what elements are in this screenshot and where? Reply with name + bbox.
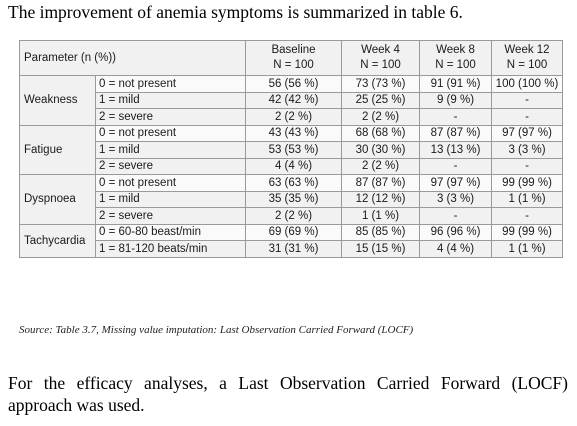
value-cell: 100 (100 %) [491, 75, 563, 93]
value-cell: 1 (1 %) [341, 207, 420, 225]
value-cell: 25 (25 %) [341, 91, 420, 109]
value-cell: - [491, 108, 563, 126]
value-cell: 63 (63 %) [245, 174, 342, 192]
value-cell: 99 (99 %) [491, 223, 563, 241]
table-row: Dyspnoea 0 = not present 63 (63 %) 87 (87 %… [19, 174, 563, 225]
value-cell: 97 (97 %) [419, 174, 492, 192]
group-label: Dyspnoea [19, 174, 96, 225]
value-cell: 9 (9 %) [419, 91, 492, 109]
value-cell: 2 (2 %) [341, 157, 420, 175]
table-row: 1 = mild 53 (53 %) 30 (30 %) 13 (13 %) 3 (3 … [20, 141, 563, 159]
value-cell: 15 (15 %) [341, 240, 420, 258]
level-label: 1 = mild [95, 141, 246, 159]
value-cell: - [491, 91, 563, 109]
value-cell: 56 (56 %) [245, 75, 342, 93]
value-cell: - [419, 157, 492, 175]
value-cell: - [491, 157, 563, 175]
group-label: Tachycardia [19, 223, 96, 258]
table-row: 2 = severe 4 (4 %) 2 (2 %) - - [20, 157, 563, 175]
header-week-12: Week 12 N = 100 [491, 40, 563, 76]
value-cell: 13 (13 %) [419, 141, 492, 159]
value-cell: 2 (2 %) [245, 207, 342, 225]
level-label: 1 = mild [95, 190, 246, 208]
value-cell: 69 (69 %) [245, 223, 342, 241]
table-row: Tachycardia 0 = 60-80 beast/min 69 (69 %) 8… [19, 223, 563, 258]
value-cell: 12 (12 %) [341, 190, 420, 208]
level-label: 2 = severe [95, 157, 246, 175]
value-cell: 2 (2 %) [341, 108, 420, 126]
header-baseline: Baseline N = 100 [245, 40, 342, 76]
header-parameter: Parameter (n (%)) [19, 40, 246, 76]
value-cell: 97 (97 %) [491, 124, 563, 142]
table-row: 1 = mild 42 (42 %) 25 (25 %) 9 (9 %) - [20, 91, 563, 109]
value-cell: 3 (3 %) [491, 141, 563, 159]
table-row: 2 = severe 2 (2 %) 2 (2 %) - - [20, 108, 563, 126]
value-cell: 1 (1 %) [491, 190, 563, 208]
level-label: 0 = not present [95, 174, 246, 192]
level-label: 1 = mild [95, 91, 246, 109]
value-cell: 96 (96 %) [419, 223, 492, 241]
table-row: Weakness 0 = not present 56 (56 %) 73 (73 %… [19, 75, 563, 126]
value-cell: 68 (68 %) [341, 124, 420, 142]
value-cell: - [419, 108, 492, 126]
intro-text: The improvement of anemia symptoms is su… [8, 2, 463, 22]
value-cell: 2 (2 %) [245, 108, 342, 126]
value-cell: 35 (35 %) [245, 190, 342, 208]
value-cell: 87 (87 %) [341, 174, 420, 192]
level-label: 2 = severe [95, 207, 246, 225]
anemia-symptoms-table: Parameter (n (%)) Baseline N = 100 Week 4… [19, 40, 563, 258]
level-label: 2 = severe [95, 108, 246, 126]
value-cell: 43 (43 %) [245, 124, 342, 142]
value-cell: 99 (99 %) [491, 174, 563, 192]
value-cell: 4 (4 %) [245, 157, 342, 175]
value-cell: 4 (4 %) [419, 240, 492, 258]
value-cell: 3 (3 %) [419, 190, 492, 208]
value-cell: 53 (53 %) [245, 141, 342, 159]
table-row: 1 = 81-120 beats/min 31 (31 %) 15 (15 %) 4 … [20, 240, 563, 258]
group-label: Weakness [19, 75, 96, 126]
table-row: 1 = mild 35 (35 %) 12 (12 %) 3 (3 %) 1 (1 %) [20, 190, 563, 208]
value-cell: 42 (42 %) [245, 91, 342, 109]
group-label: Fatigue [19, 124, 96, 175]
value-cell: 91 (91 %) [419, 75, 492, 93]
level-label: 0 = not present [95, 124, 246, 142]
value-cell: 85 (85 %) [341, 223, 420, 241]
value-cell: 87 (87 %) [419, 124, 492, 142]
value-cell: - [491, 207, 563, 225]
body-paragraph: For the efficacy analyses, a Last Observ… [8, 373, 568, 415]
table-row: 2 = severe 2 (2 %) 1 (1 %) - - [20, 207, 563, 225]
table-header-row: Parameter (n (%)) Baseline N = 100 Week 4… [19, 40, 563, 76]
level-label: 0 = 60-80 beast/min [95, 223, 246, 241]
source-note: Source: Table 3.7, Missing value imputat… [19, 324, 414, 336]
level-label: 0 = not present [95, 75, 246, 93]
level-label: 1 = 81-120 beats/min [95, 240, 246, 258]
table-row: Fatigue 0 = not present 43 (43 %) 68 (68 %)… [19, 124, 563, 175]
value-cell: 73 (73 %) [341, 75, 420, 93]
value-cell: 1 (1 %) [491, 240, 563, 258]
value-cell: - [419, 207, 492, 225]
value-cell: 30 (30 %) [341, 141, 420, 159]
value-cell: 31 (31 %) [245, 240, 342, 258]
